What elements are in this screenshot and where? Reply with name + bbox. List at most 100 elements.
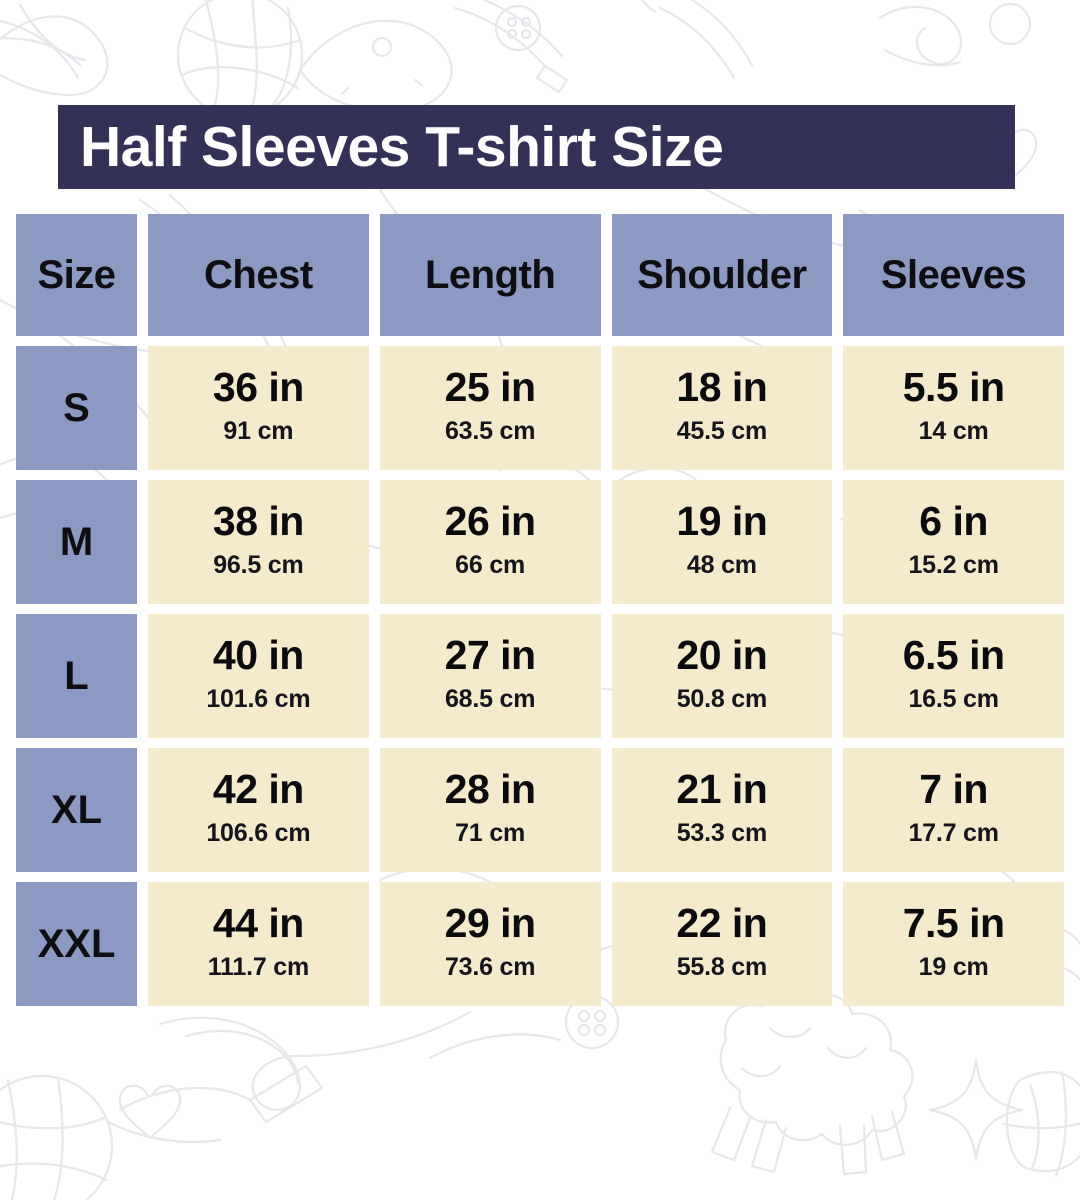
cell-chest-inches: 42 in: [212, 766, 304, 813]
cell-length-inches: 29 in: [444, 900, 536, 947]
cell-chest-cm: 91 cm: [223, 417, 294, 446]
cell-shoulder-cm: 53.3 cm: [676, 819, 768, 848]
cell-shoulder-cm: 48 cm: [686, 551, 757, 580]
row-size-cell: L: [16, 614, 137, 738]
table-header-row: Size Chest Length Shoulder Sleeves: [16, 214, 1064, 336]
cell-sleeves: 5.5 in 14 cm: [843, 346, 1064, 470]
row-size-cell: M: [16, 480, 137, 604]
column-header-shoulder-label: Shoulder: [637, 253, 807, 297]
cell-length-cm: 73.6 cm: [444, 953, 536, 982]
cell-chest-cm: 106.6 cm: [206, 819, 311, 848]
cell-shoulder: 22 in 55.8 cm: [611, 882, 833, 1006]
row-size-label: XXL: [37, 922, 116, 966]
cell-chest-cm: 96.5 cm: [213, 551, 304, 580]
cell-shoulder: 20 in 50.8 cm: [611, 614, 833, 738]
cell-shoulder: 18 in 45.5 cm: [611, 346, 833, 470]
column-header-length: Length: [379, 214, 601, 336]
heart-icon: [118, 1084, 182, 1140]
cell-length: 26 in 66 cm: [379, 480, 601, 604]
cell-sleeves: 6 in 15.2 cm: [843, 480, 1064, 604]
page-title: Half Sleeves T-shirt Size: [80, 114, 724, 179]
title-banner: Half Sleeves T-shirt Size: [58, 105, 1015, 189]
column-header-sleeves-label: Sleeves: [880, 253, 1027, 297]
cell-length-inches: 25 in: [444, 364, 536, 411]
cell-length: 25 in 63.5 cm: [379, 346, 601, 470]
yarn-ball-icon: [176, 0, 304, 119]
knitting-needles-icon: [453, 0, 569, 94]
column-header-shoulder: Shoulder: [611, 214, 833, 336]
yarn-ball-icon: [0, 3, 109, 97]
cell-sleeves-inches: 6.5 in: [902, 632, 1005, 679]
cell-length-cm: 66 cm: [455, 551, 526, 580]
cell-sleeves-cm: 19 cm: [918, 953, 989, 982]
cell-sleeves-cm: 14 cm: [918, 417, 989, 446]
cell-length-inches: 26 in: [444, 498, 536, 545]
column-header-chest-label: Chest: [204, 253, 313, 297]
cell-sleeves-inches: 6 in: [919, 498, 988, 545]
cell-sleeves: 7.5 in 19 cm: [843, 882, 1064, 1006]
table-row: XL 42 in 106.6 cm 28 in 71 cm 21 in 53.3…: [16, 748, 1064, 872]
sparkle-icon: [928, 1058, 1024, 1162]
cell-sleeves-cm: 15.2 cm: [908, 551, 999, 580]
row-size-cell: XXL: [16, 882, 137, 1006]
cell-shoulder: 19 in 48 cm: [611, 480, 833, 604]
table-row: M 38 in 96.5 cm 26 in 66 cm 19 in 48 cm …: [16, 480, 1064, 604]
column-header-length-label: Length: [424, 253, 556, 297]
button-icon: [494, 4, 542, 52]
cell-chest-inches: 38 in: [212, 498, 304, 545]
cell-length: 28 in 71 cm: [379, 748, 601, 872]
cell-length: 27 in 68.5 cm: [379, 614, 601, 738]
cell-chest-cm: 101.6 cm: [206, 685, 311, 714]
cell-chest: 36 in 91 cm: [148, 346, 369, 470]
size-chart-table: Size Chest Length Shoulder Sleeves S 36 …: [16, 214, 1064, 1006]
crochet-hook-icon: [106, 1064, 324, 1144]
cell-length: 29 in 73.6 cm: [379, 882, 601, 1006]
yarn-ball-icon: [1002, 1070, 1080, 1178]
cell-length-cm: 68.5 cm: [444, 685, 536, 714]
cell-sleeves-cm: 16.5 cm: [908, 685, 999, 714]
cell-length-cm: 71 cm: [455, 819, 526, 848]
cell-shoulder-cm: 45.5 cm: [676, 417, 768, 446]
cell-sleeves-cm: 17.7 cm: [908, 819, 999, 848]
table-row: XXL 44 in 111.7 cm 29 in 73.6 cm 22 in 5…: [16, 882, 1064, 1006]
column-header-size-label: Size: [37, 253, 116, 297]
cell-length-cm: 63.5 cm: [444, 417, 536, 446]
cell-shoulder-inches: 22 in: [676, 900, 768, 947]
cell-chest-cm: 111.7 cm: [207, 953, 310, 982]
sheep-icon: [710, 988, 914, 1176]
crochet-hook-icon: [641, 0, 754, 80]
cell-length-inches: 28 in: [444, 766, 536, 813]
column-header-size: Size: [16, 214, 137, 336]
column-header-chest: Chest: [148, 214, 369, 336]
cell-chest: 38 in 96.5 cm: [148, 480, 369, 604]
cell-chest: 44 in 111.7 cm: [148, 882, 369, 1006]
cell-length-inches: 27 in: [444, 632, 536, 679]
cell-sleeves-inches: 7.5 in: [902, 900, 1005, 947]
safety-pin-icon: [878, 2, 1032, 67]
thread-spool-icon: [298, 19, 453, 112]
cell-shoulder-cm: 55.8 cm: [676, 953, 768, 982]
cell-shoulder-cm: 50.8 cm: [676, 685, 768, 714]
table-row: S 36 in 91 cm 25 in 63.5 cm 18 in 45.5 c…: [16, 346, 1064, 470]
cell-shoulder-inches: 19 in: [676, 498, 768, 545]
cell-shoulder-inches: 20 in: [676, 632, 768, 679]
cell-chest-inches: 36 in: [212, 364, 304, 411]
cell-chest: 40 in 101.6 cm: [148, 614, 369, 738]
cell-chest-inches: 44 in: [212, 900, 304, 947]
column-header-sleeves: Sleeves: [843, 214, 1064, 336]
cell-shoulder: 21 in 53.3 cm: [611, 748, 833, 872]
row-size-cell: S: [16, 346, 137, 470]
cell-chest: 42 in 106.6 cm: [148, 748, 369, 872]
cell-shoulder-inches: 21 in: [676, 766, 768, 813]
table-row: L 40 in 101.6 cm 27 in 68.5 cm 20 in 50.…: [16, 614, 1064, 738]
row-size-label: XL: [50, 788, 103, 832]
row-size-label: M: [59, 520, 94, 564]
cell-sleeves-inches: 7 in: [919, 766, 988, 813]
row-size-label: L: [64, 654, 89, 698]
row-size-label: S: [63, 386, 90, 430]
yarn-ball-icon: [0, 1074, 114, 1200]
cell-shoulder-inches: 18 in: [676, 364, 768, 411]
cell-chest-inches: 40 in: [212, 632, 304, 679]
cell-sleeves: 7 in 17.7 cm: [843, 748, 1064, 872]
